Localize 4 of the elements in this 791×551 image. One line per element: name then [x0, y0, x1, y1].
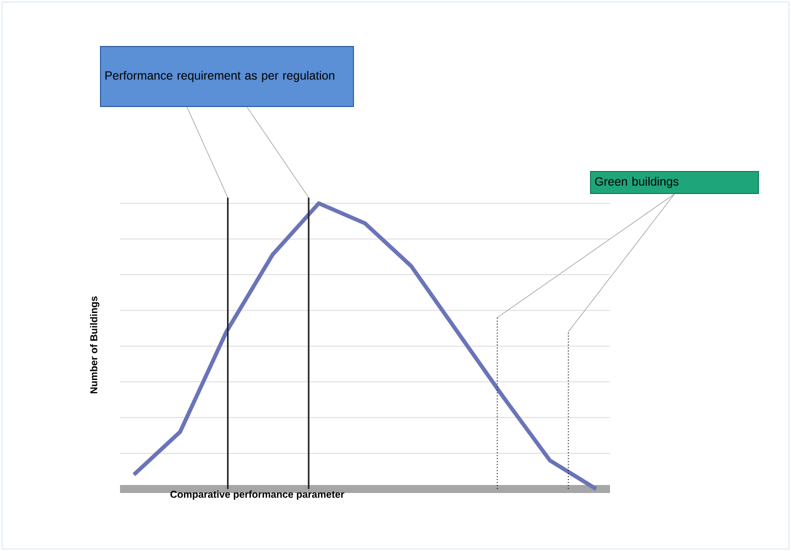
text: Performance requirement as per regulation	[105, 70, 334, 82]
text: Green buildings	[595, 176, 678, 188]
x-axis-title: Comparative performance parameter	[170, 490, 344, 500]
y-axis-title: Number of Buildings	[90, 296, 100, 394]
